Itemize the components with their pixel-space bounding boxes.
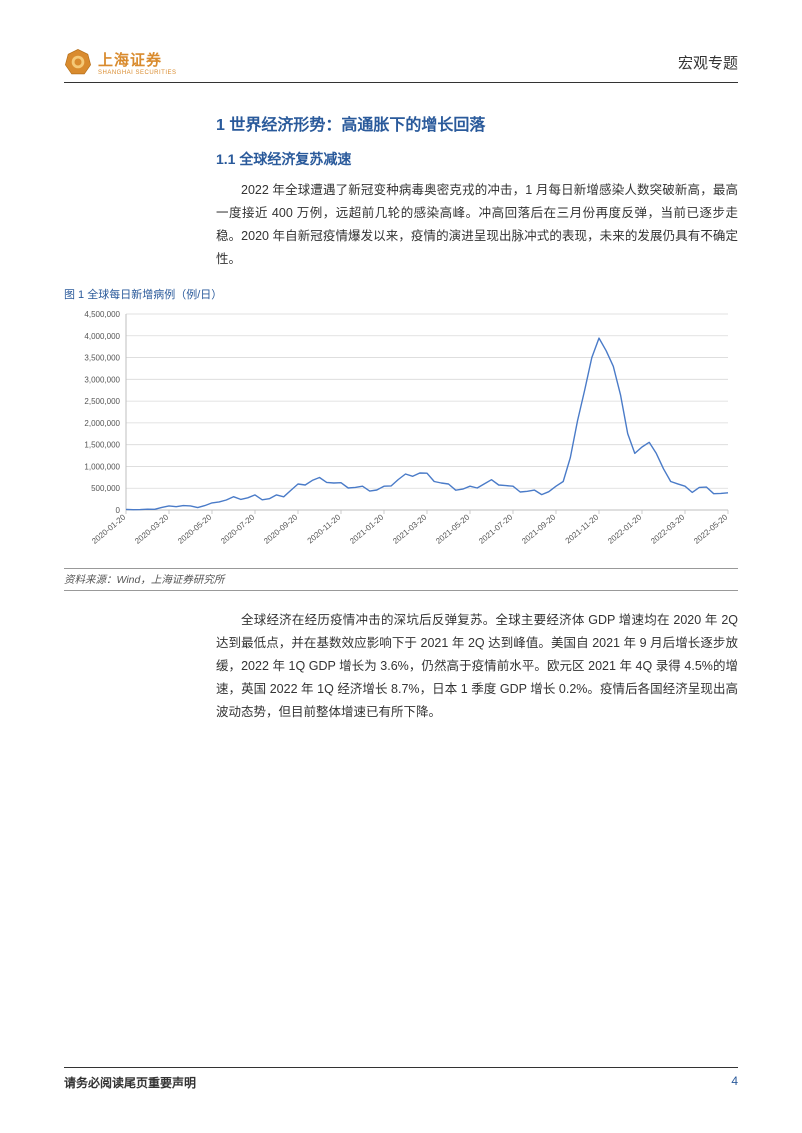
svg-text:1,500,000: 1,500,000: [84, 440, 120, 449]
svg-text:4,000,000: 4,000,000: [84, 331, 120, 340]
paragraph-2: 全球经济在经历疫情冲击的深坑后反弹复苏。全球主要经济体 GDP 增速均在 202…: [216, 609, 738, 725]
svg-text:2,500,000: 2,500,000: [84, 397, 120, 406]
header: 上海证券 SHANGHAI SECURITIES 宏观专题: [64, 48, 738, 83]
logo-text-cn: 上海证券: [98, 49, 177, 70]
page-number: 4: [731, 1074, 738, 1091]
svg-text:500,000: 500,000: [91, 484, 120, 493]
footer: 请务必阅读尾页重要声明 4: [64, 1067, 738, 1091]
heading-2: 1.1 全球经济复苏减速: [216, 149, 738, 169]
paragraph-1: 2022 年全球遭遇了新冠变种病毒奥密克戎的冲击，1 月每日新增感染人数突破新高…: [216, 179, 738, 272]
heading-1: 1 世界经济形势：高通胀下的增长回落: [216, 111, 738, 135]
footer-disclaimer: 请务必阅读尾页重要声明: [64, 1074, 196, 1091]
svg-text:3,500,000: 3,500,000: [84, 353, 120, 362]
chart-container: 0500,0001,000,0001,500,0002,000,0002,500…: [64, 306, 738, 566]
header-category: 宏观专题: [678, 52, 738, 73]
svg-text:4,500,000: 4,500,000: [84, 310, 120, 319]
figure-caption: 图 1 全球每日新增病例（例/日）: [64, 286, 738, 302]
line-chart: 0500,0001,000,0001,500,0002,000,0002,500…: [64, 306, 738, 566]
svg-text:2,000,000: 2,000,000: [84, 418, 120, 427]
svg-text:3,000,000: 3,000,000: [84, 375, 120, 384]
figure-source: 资料来源：Wind，上海证券研究所: [64, 568, 738, 591]
logo-icon: [64, 48, 92, 76]
logo: 上海证券 SHANGHAI SECURITIES: [64, 48, 177, 76]
svg-text:1,000,000: 1,000,000: [84, 462, 120, 471]
logo-text-en: SHANGHAI SECURITIES: [98, 70, 177, 76]
